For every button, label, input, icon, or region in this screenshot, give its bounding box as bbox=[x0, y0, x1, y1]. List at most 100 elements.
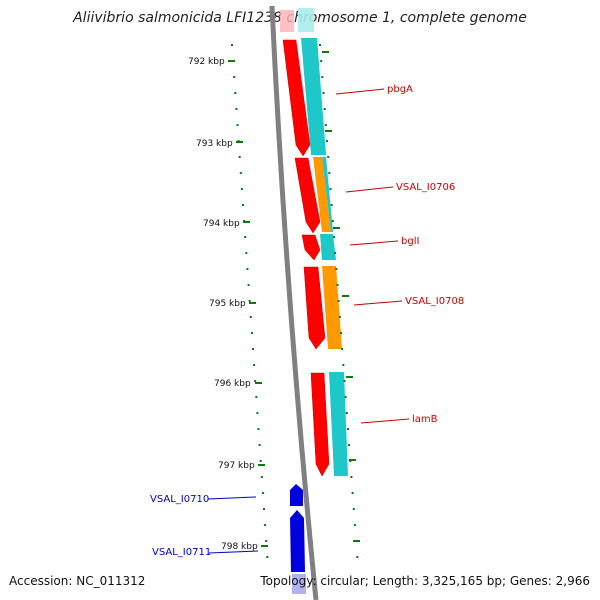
gene-VSAL_I0706[interactable] bbox=[294, 157, 321, 234]
scale-major-ticks bbox=[228, 51, 360, 547]
tick-dot bbox=[265, 540, 268, 542]
gene-label-lamB[interactable]: lamB bbox=[412, 414, 438, 425]
tick-dot bbox=[247, 284, 250, 286]
tick-dot bbox=[250, 332, 253, 334]
chromosome-backbone bbox=[269, 5, 319, 600]
tick-dot bbox=[236, 124, 239, 126]
scale-label-797: 797 kbp bbox=[218, 461, 255, 471]
tick-dot bbox=[340, 332, 342, 334]
tick-dot bbox=[320, 60, 323, 62]
tick-dot bbox=[326, 140, 328, 142]
tick-dot bbox=[348, 444, 351, 446]
tick-dot bbox=[239, 172, 242, 174]
scale-label-794: 794 kbp bbox=[203, 219, 240, 229]
leader-VSAL_I0706 bbox=[345, 186, 394, 193]
tick-dot bbox=[323, 108, 326, 110]
tick-dot bbox=[240, 188, 243, 190]
tick-dot bbox=[259, 460, 262, 462]
tick-dot bbox=[256, 412, 259, 414]
tick-dot bbox=[257, 428, 260, 430]
leader-VSAL_I0710 bbox=[207, 496, 257, 500]
gene-label-VSAL_I0706[interactable]: VSAL_I0706 bbox=[396, 182, 455, 193]
leader-VSAL_I0708 bbox=[353, 300, 403, 306]
tick-dot bbox=[342, 364, 345, 366]
tick-dot bbox=[345, 412, 348, 414]
leader-VSAL_I0711 bbox=[208, 550, 259, 554]
tick-dot bbox=[235, 108, 238, 110]
tick-dot bbox=[260, 476, 263, 478]
tick-dot bbox=[322, 92, 325, 94]
tick-dot bbox=[249, 316, 252, 318]
tick-dot bbox=[352, 508, 355, 510]
tick-dot bbox=[331, 220, 334, 222]
gene-bglI[interactable] bbox=[301, 234, 321, 261]
tick-dot bbox=[329, 188, 332, 190]
tick-dot bbox=[333, 236, 335, 238]
accession-text: Accession: NC_011312 bbox=[9, 574, 146, 588]
gene-partial-top bbox=[280, 10, 294, 32]
cds-lamB[interactable] bbox=[329, 372, 348, 476]
gene-VSAL_I0710[interactable] bbox=[290, 484, 303, 506]
gene-label-bglI[interactable]: bglI bbox=[401, 236, 419, 247]
tick-dot bbox=[347, 428, 349, 430]
cds-pbgA[interactable] bbox=[301, 38, 326, 155]
tick-dot bbox=[336, 284, 339, 286]
tick-dot bbox=[266, 556, 269, 558]
leader-bglI bbox=[349, 240, 399, 246]
tick-dot bbox=[246, 268, 249, 270]
tick-dot bbox=[242, 204, 244, 206]
cds-VSAL_I0706[interactable] bbox=[313, 157, 331, 232]
tick-dot bbox=[350, 476, 353, 478]
tick-dot bbox=[341, 348, 344, 350]
gene-VSAL_I0711[interactable] bbox=[290, 510, 305, 572]
tick-dot bbox=[334, 252, 337, 254]
tick-dot bbox=[264, 524, 267, 526]
scale-ticks-right bbox=[319, 44, 359, 558]
tick-dot bbox=[252, 348, 254, 350]
tick-dot bbox=[343, 380, 346, 382]
scale-label-798: 798 kbp bbox=[221, 542, 258, 552]
tick-dot bbox=[233, 76, 236, 78]
tick-dot bbox=[231, 44, 233, 46]
tick-dot bbox=[356, 556, 359, 558]
gene-partial-bottom bbox=[292, 574, 306, 594]
tick-dot bbox=[327, 156, 330, 158]
tick-dot bbox=[261, 492, 264, 494]
cds-VSAL_I0708[interactable] bbox=[322, 266, 342, 349]
genome-summary: Topology: circular; Length: 3,325,165 bp… bbox=[260, 574, 590, 588]
tick-dot bbox=[337, 300, 340, 302]
gene-pbgA[interactable] bbox=[282, 39, 311, 157]
tick-dot bbox=[238, 156, 241, 158]
tick-dot bbox=[244, 236, 247, 238]
tick-dot bbox=[344, 396, 347, 398]
tick-dot bbox=[253, 364, 256, 366]
scale-label-792: 792 kbp bbox=[188, 57, 225, 67]
tick-dot bbox=[255, 396, 258, 398]
cds-VSAL_I0706-b[interactable] bbox=[322, 157, 333, 232]
scale-ticks-left bbox=[231, 44, 269, 558]
tick-dot bbox=[319, 44, 321, 46]
tick-dot bbox=[330, 204, 333, 206]
tick-dot bbox=[248, 300, 251, 302]
cds-bglI[interactable] bbox=[320, 234, 336, 260]
scale-label-796: 796 kbp bbox=[214, 379, 251, 389]
tick-dot bbox=[263, 508, 265, 510]
tick-dot bbox=[324, 124, 327, 126]
leader-pbgA bbox=[335, 88, 385, 95]
tick-dot bbox=[353, 524, 356, 526]
gene-label-pbgA[interactable]: pbgA bbox=[387, 84, 413, 95]
tick-dot bbox=[258, 444, 261, 446]
tick-dot bbox=[351, 492, 354, 494]
tick-dot bbox=[234, 92, 237, 94]
tick-dot bbox=[328, 172, 331, 174]
gene-lamB[interactable] bbox=[310, 372, 330, 477]
gene-label-VSAL_I0711[interactable]: VSAL_I0711 bbox=[152, 547, 211, 558]
tick-dot bbox=[338, 316, 341, 318]
gene-label-VSAL_I0710[interactable]: VSAL_I0710 bbox=[150, 494, 209, 505]
scale-label-793: 793 kbp bbox=[196, 139, 233, 149]
tick-dot bbox=[254, 380, 257, 382]
gene-VSAL_I0708[interactable] bbox=[303, 266, 326, 350]
tick-dot bbox=[321, 76, 324, 78]
gene-label-VSAL_I0708[interactable]: VSAL_I0708 bbox=[405, 296, 464, 307]
